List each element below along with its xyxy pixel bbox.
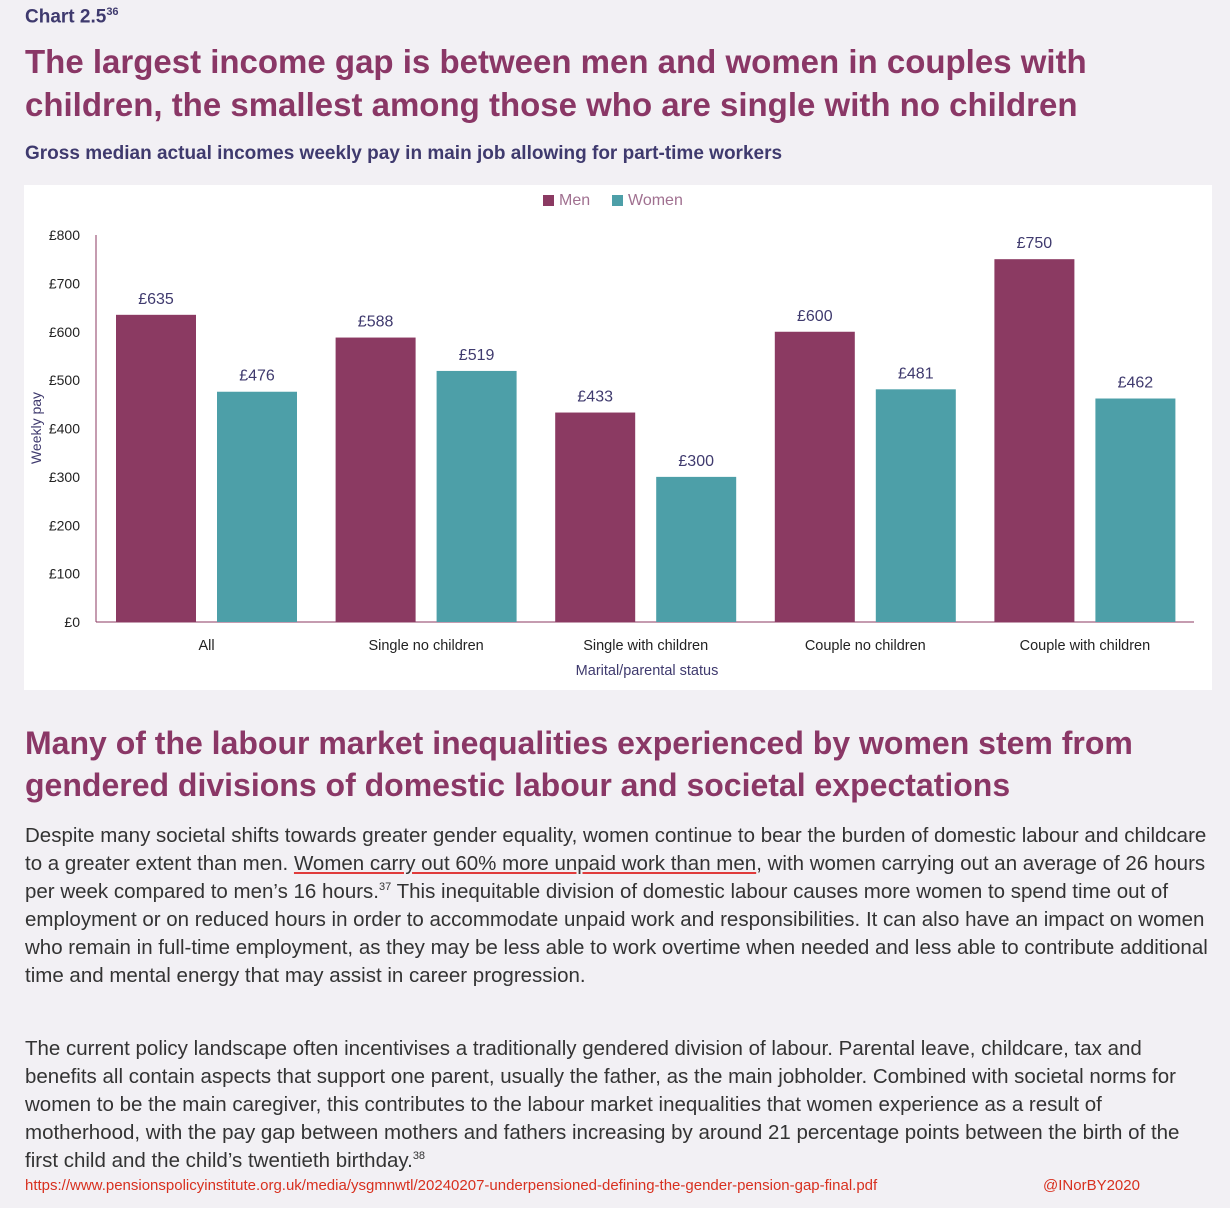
x-tick-label: Couple no children <box>805 638 926 654</box>
y-tick-label: £700 <box>49 275 80 291</box>
bar-women <box>1095 398 1176 622</box>
y-tick-label: £100 <box>49 566 80 582</box>
x-tick-label: Single no children <box>368 638 483 654</box>
y-tick-label: £0 <box>64 614 80 630</box>
x-tick-label: Couple with children <box>1020 638 1151 654</box>
data-label: £588 <box>358 314 394 331</box>
legend-label-women: Women <box>628 192 683 209</box>
y-tick-label: £800 <box>49 227 80 243</box>
para1-text-a: Despite many societal shifts towards gre… <box>25 824 1207 875</box>
chart-headline: The largest income gap is between men an… <box>25 43 1087 123</box>
chart-subtitle: Gross median actual incomes weekly pay i… <box>25 143 783 164</box>
bar-men <box>335 337 416 622</box>
data-label: £462 <box>1118 375 1154 392</box>
para1-text-c: This inequitable division of domestic la… <box>25 880 1208 987</box>
body-paragraph-2: The current policy landscape often incen… <box>25 1035 1210 1175</box>
bar-chart: Men Women £0 £100 £200 £300 £400 £500 £600 £700 £8… <box>28 192 1194 679</box>
bar-women <box>436 370 517 622</box>
bar-men <box>116 314 196 622</box>
source-link[interactable]: https://www.pensionspolicyinstitute.org.… <box>25 1177 878 1194</box>
y-tick-label: £400 <box>49 421 80 437</box>
data-label: £600 <box>797 308 833 325</box>
data-label: £300 <box>678 453 714 470</box>
x-axis-title: Marital/parental status <box>576 663 719 679</box>
data-label: £750 <box>1017 235 1053 252</box>
chart-panel: Men Women £0 £100 £200 £300 £400 £500 £600 £700 £8… <box>24 185 1212 690</box>
data-label: £635 <box>138 291 174 308</box>
bar-women <box>656 476 737 622</box>
author-handle: @INorBY2020 <box>1043 1177 1140 1194</box>
y-axis-title: Weekly pay <box>28 392 44 464</box>
y-tick-label: £300 <box>49 469 80 485</box>
footnote-38: 38 <box>412 1150 426 1163</box>
para1-text-b: , with women carrying out an average of … <box>25 852 1206 903</box>
section-headline: Many of the labour market inequalities e… <box>25 725 1133 803</box>
para2-text: The current policy landscape often incen… <box>25 1037 1180 1172</box>
y-tick-label: £200 <box>49 517 80 533</box>
bar-women <box>217 391 297 622</box>
data-label: £433 <box>577 389 613 406</box>
chart-number-label: Chart 2.536 <box>25 6 119 28</box>
bar-men <box>555 412 636 622</box>
chart-label-footnote: 36 <box>106 6 119 18</box>
para1-underlined-text: Women carry out 60% more unpaid work tha… <box>293 852 757 875</box>
legend-label-men: Men <box>559 192 590 209</box>
footnote-37: 37 <box>379 881 392 894</box>
x-tick-label: Single with children <box>583 638 708 654</box>
legend-swatch-women <box>612 195 623 206</box>
data-label: £481 <box>898 365 934 382</box>
x-tick-label: All <box>198 638 214 654</box>
data-label: £519 <box>459 347 495 364</box>
bar-women <box>875 389 956 622</box>
data-label: £476 <box>239 368 275 385</box>
bar-men <box>994 259 1075 622</box>
y-tick-label: £600 <box>49 324 80 340</box>
legend-swatch-men <box>543 195 554 206</box>
y-tick-label: £500 <box>49 372 80 388</box>
bar-men <box>774 331 855 622</box>
body-paragraph-1: Despite many societal shifts towards gre… <box>25 822 1210 990</box>
chart-label-text: Chart 2.5 <box>25 6 107 28</box>
